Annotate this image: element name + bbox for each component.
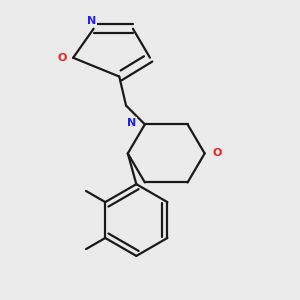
Text: O: O xyxy=(58,53,67,63)
Text: N: N xyxy=(127,118,136,128)
Text: O: O xyxy=(213,148,222,158)
Text: N: N xyxy=(87,16,97,26)
